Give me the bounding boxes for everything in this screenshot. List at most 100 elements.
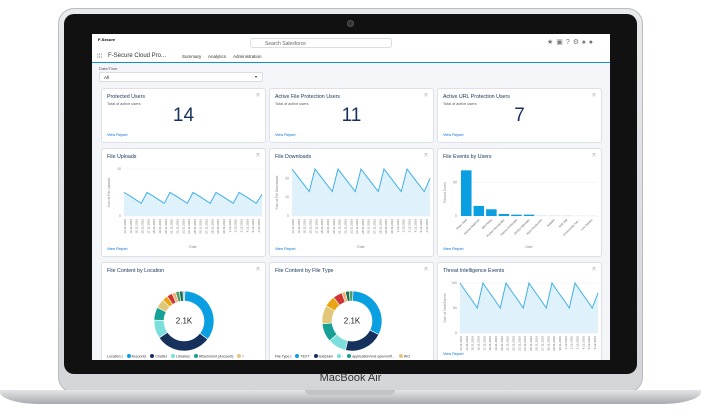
view-report-link[interactable]: View Report — [275, 247, 296, 251]
chart-card: File Downloads ⤧ 0 10 20 Sum of File Download… — [269, 148, 434, 257]
x-tick-label: 5.12.2016 — [587, 336, 591, 350]
metric-value: 7 — [514, 105, 525, 126]
legend-item[interactable]: Libraries — [176, 354, 190, 358]
view-report-link[interactable]: View Report — [275, 133, 296, 137]
data-point — [337, 168, 339, 170]
data-point — [238, 192, 240, 193]
legend-item[interactable]: TEXT — [300, 354, 310, 358]
view-report-link[interactable]: View Report — [443, 247, 464, 251]
x-tick-label: 28.11.2016 — [378, 219, 382, 234]
x-tick-label: 23.11.2016 — [349, 219, 353, 234]
view-report-link[interactable]: View Report — [443, 352, 464, 356]
chart-svg: 0 10 Sum of File Uploads Date 13.11.2016 14.1… — [107, 167, 263, 249]
y-tick-label: 10 — [285, 195, 289, 199]
app-launcher-icon[interactable]: ⁞⁞⁞ — [97, 54, 103, 60]
data-point — [471, 299, 472, 300]
data-point — [557, 291, 559, 292]
data-point — [597, 292, 599, 294]
data-point — [158, 199, 159, 200]
view-report-link[interactable]: View Report — [107, 247, 128, 251]
data-point — [563, 299, 564, 300]
x-tick-label: 3.12.2016 — [408, 219, 412, 233]
view-report-link[interactable]: View Report — [443, 133, 464, 137]
setup-icon[interactable]: ▣ — [556, 39, 566, 46]
data-point — [372, 183, 373, 185]
x-tick-label: 29.11.2016 — [384, 219, 388, 234]
y-tick-label: 0 — [287, 214, 289, 218]
x-tick-label: 14.11.2016 — [297, 219, 301, 234]
legend-item[interactable]: application/vnd.openxmlf... — [352, 354, 395, 358]
data-point — [494, 299, 495, 300]
expand-icon[interactable]: ⤧ — [255, 153, 260, 159]
data-point — [383, 168, 385, 170]
help-icon[interactable]: ? — [565, 39, 573, 46]
tab-summary[interactable]: Summary — [182, 54, 202, 59]
x-tick-label: 15.11.2016 — [471, 336, 475, 351]
favorites-icon[interactable]: ★ — [546, 39, 557, 46]
legend-item[interactable]: I — [242, 354, 244, 358]
card-title: Threat Intelligence Events — [443, 268, 505, 274]
pie-slice — [345, 329, 380, 352]
x-tick-label: 22.11.2016 — [343, 219, 347, 234]
view-report-link[interactable]: View Report — [107, 133, 128, 137]
data-point — [169, 192, 171, 193]
bell-icon[interactable]: ♠ — [582, 39, 589, 46]
data-point — [152, 195, 154, 197]
gear-icon[interactable]: ⚙ — [572, 39, 583, 46]
bar — [536, 215, 547, 216]
data-point — [551, 282, 553, 284]
data-point — [482, 282, 484, 284]
expand-icon[interactable]: ⤧ — [423, 93, 428, 99]
expand-icon[interactable]: ⤧ — [591, 153, 596, 159]
pie-slice — [184, 290, 215, 340]
bar — [486, 209, 497, 216]
data-point — [308, 191, 310, 192]
data-point — [412, 176, 414, 177]
x-tick-label: 13.11.2016 — [291, 219, 295, 234]
expand-icon[interactable]: ⤧ — [591, 267, 596, 273]
data-point — [343, 176, 345, 177]
data-point — [400, 191, 402, 192]
legend-item[interactable]: Accounts — [131, 354, 147, 358]
expand-icon[interactable]: ⤧ — [255, 267, 260, 273]
data-point — [209, 203, 211, 204]
x-tick-label: 24.11.2016 — [355, 219, 359, 234]
expand-icon[interactable]: ⤧ — [423, 267, 428, 273]
y-tick-label: 20 — [285, 176, 289, 180]
x-tick-label: 13.11.2016 — [123, 219, 127, 234]
data-point — [591, 307, 593, 309]
data-point — [261, 194, 263, 195]
data-point — [580, 291, 582, 292]
expand-icon[interactable]: ⤧ — [423, 153, 428, 159]
x-tick-label: 19.11.2016 — [494, 336, 498, 351]
data-point — [540, 299, 541, 300]
expand-icon[interactable]: ⤧ — [255, 93, 260, 99]
data-point — [221, 195, 223, 197]
legend-item[interactable]: text/plain — [318, 354, 334, 358]
card-subtitle: Total of active users — [107, 102, 141, 106]
tab-analytics[interactable]: Analytics — [208, 54, 227, 59]
legend-item[interactable]: - — [342, 354, 344, 358]
legend-item[interactable]: Attachment (Account) — [198, 354, 234, 358]
x-tick-label: 17.11.2016 — [146, 219, 150, 234]
data-point — [465, 291, 467, 292]
chart-card: File Content by Location ⤧ 2.1K Location | A… — [101, 262, 266, 360]
chart-card: File Uploads ⤧ 0 10 Sum of File Uploads Date 1… — [101, 148, 266, 257]
search-input[interactable]: Search Salesforce — [250, 38, 392, 48]
data-point — [326, 183, 327, 185]
tab-administration[interactable]: Administration — [233, 54, 262, 59]
legend-item[interactable]: Chatter — [155, 354, 168, 358]
expand-icon[interactable]: ⤧ — [591, 93, 596, 99]
y-axis-label: Sum of File Downloads — [275, 175, 279, 209]
x-tick-label: 29.11.2016 — [216, 219, 220, 234]
area-fill — [460, 283, 598, 333]
data-point — [429, 178, 431, 179]
legend-item[interactable]: WO — [403, 354, 410, 358]
date-filter-select[interactable]: All ▾ — [99, 72, 263, 82]
data-point — [192, 192, 194, 193]
data-point — [204, 199, 205, 200]
card-title: File Content by File Type — [275, 268, 334, 274]
avatar[interactable]: ● — [588, 39, 596, 46]
bar — [561, 215, 572, 216]
